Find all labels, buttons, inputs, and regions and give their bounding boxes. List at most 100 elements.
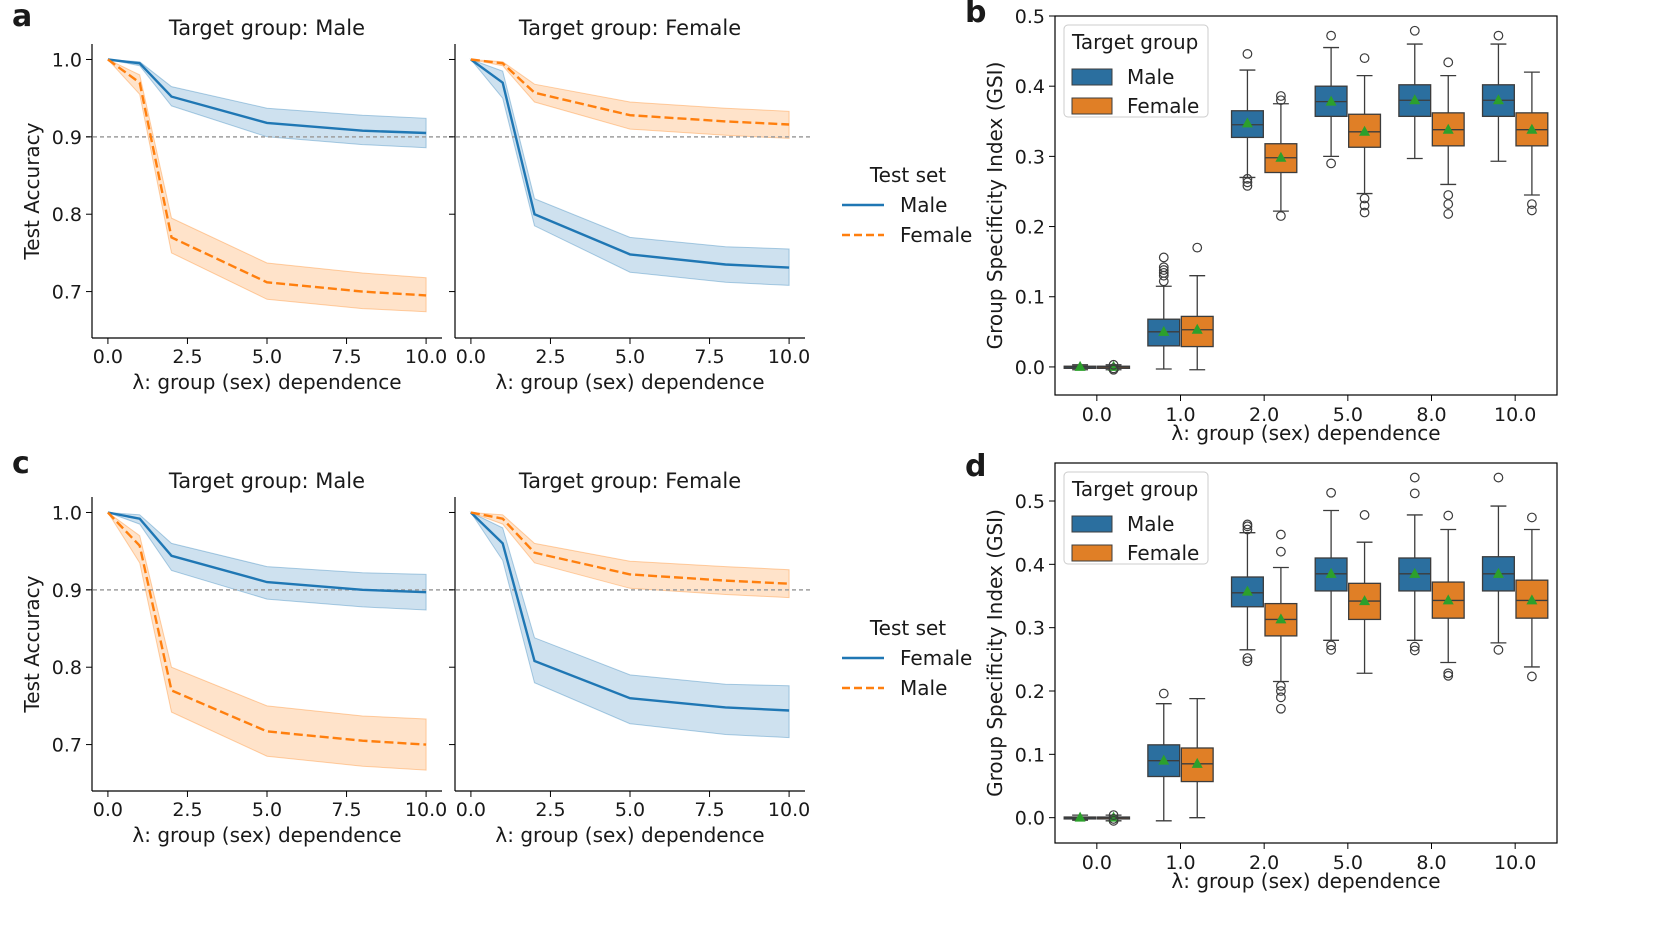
- x-tick-label: 2.5: [535, 799, 565, 821]
- outlier: [1326, 30, 1336, 41]
- legend-label-female: Female: [1127, 541, 1199, 565]
- mean-marker: [1074, 360, 1086, 371]
- panel-letter: d: [965, 449, 986, 484]
- mean-marker: [1275, 151, 1287, 162]
- mean-marker: [1409, 94, 1421, 105]
- y-tick-label: 0.0: [1015, 357, 1045, 379]
- outlier: [1359, 193, 1370, 204]
- x-axis-label: λ: group (sex) dependence: [495, 370, 764, 394]
- x-axis-label: λ: group (sex) dependence: [132, 823, 401, 847]
- legend-label-male: Male: [900, 193, 947, 217]
- mean-marker: [1442, 123, 1454, 134]
- panel-a_male: a Target group: Male 0.0 2.5 5.0 7.5 10.0 1.0 0.…: [12, 0, 448, 394]
- outlier: [1526, 671, 1537, 682]
- outlier: [1108, 359, 1119, 370]
- legend-swatch-female: [1071, 544, 1113, 562]
- x-tick-label: 7.5: [694, 799, 724, 821]
- series-line-male: [107, 58, 427, 135]
- y-tick-label: 0.3: [1015, 618, 1045, 640]
- outlier: [1275, 91, 1286, 101]
- y-tick-label: 0.4: [1015, 554, 1045, 576]
- x-tick-label: 10.0: [405, 346, 447, 368]
- series-line-female: [470, 58, 790, 126]
- mean-marker: [1325, 95, 1337, 106]
- outlier: [1493, 644, 1504, 655]
- outlier: [1275, 211, 1286, 221]
- outlier: [1409, 641, 1420, 652]
- box-female-5.0: [1348, 53, 1382, 218]
- panel-c_male: c Target group: Male 0.0 2.5 5.0 7.5 10.0 1.0 0.…: [12, 446, 448, 847]
- box-male-10.0: [1481, 30, 1515, 162]
- x-tick-label: 5.0: [252, 799, 282, 821]
- outlier: [1359, 200, 1370, 211]
- outlier: [1275, 692, 1286, 703]
- legend-swatch-male: [1071, 68, 1113, 86]
- x-tick-label: 0.0: [93, 799, 123, 821]
- x-tick-label: 7.5: [694, 346, 724, 368]
- outlier: [1359, 53, 1370, 64]
- box-female-8.0: [1431, 57, 1465, 219]
- test-set-legend-top: Test set Male Female: [842, 163, 972, 247]
- x-tick-label: 0.0: [1082, 852, 1112, 874]
- outlier: [1443, 209, 1454, 219]
- outlier: [1158, 688, 1169, 699]
- mean-marker: [1191, 757, 1203, 768]
- panel-b: b 0.0 1.0 2.0 5.0 8.0 10.0 0.5 0.4 0.3 0.2 0.1 0.0 λ:…: [965, 0, 1558, 445]
- outlier: [1443, 668, 1454, 679]
- ci-band-female: [107, 512, 427, 611]
- box-female-0.0: [1097, 359, 1131, 375]
- box-female-10.0: [1515, 71, 1549, 216]
- outlier: [1242, 653, 1253, 663]
- legend-label-female: Female: [900, 646, 972, 670]
- ci-band-male: [470, 512, 790, 599]
- box-female-2.0: [1264, 91, 1298, 221]
- outlier: [1443, 510, 1454, 521]
- y-tick-label: 0.2: [1015, 681, 1045, 703]
- y-tick-label: 0.9: [52, 580, 82, 602]
- x-tick-label: 2.0: [1249, 852, 1279, 874]
- y-tick-label: 0.1: [1015, 287, 1045, 309]
- panel-letter: b: [965, 0, 986, 30]
- mean-marker: [1492, 567, 1504, 578]
- legend: Target group Male Female: [1063, 24, 1209, 118]
- outlier: [1242, 177, 1253, 188]
- box-male-0.0: [1063, 811, 1097, 822]
- ci-band-female: [470, 59, 790, 139]
- outlier: [1158, 267, 1169, 278]
- mean-marker: [1359, 595, 1371, 606]
- panel-d: d 0.0 1.0 2.0 5.0 8.0 10.0 0.5 0.4 0.3 0.2 0.1 0.0 λ:…: [965, 449, 1558, 893]
- outlier: [1443, 57, 1454, 68]
- outlier: [1242, 656, 1253, 667]
- x-tick-label: 0.0: [456, 799, 486, 821]
- outlier: [1409, 645, 1420, 656]
- x-tick-label: 1.0: [1165, 404, 1195, 426]
- legend-frame: [1063, 471, 1209, 565]
- legend-title: Test set: [869, 616, 946, 640]
- box-male-0.0: [1063, 360, 1097, 371]
- box-male-2.0: [1230, 519, 1264, 667]
- outlier: [1326, 487, 1336, 498]
- x-tick-label: 10.0: [405, 799, 447, 821]
- outlier: [1158, 262, 1169, 273]
- y-tick-label: 0.8: [52, 204, 82, 226]
- outlier: [1158, 252, 1169, 263]
- y-tick-label: 0.3: [1015, 146, 1045, 168]
- series-line-female: [470, 511, 790, 712]
- outlier: [1242, 524, 1253, 535]
- panel-c_female: Target group: Female 0.0 2.5 5.0 7.5 10.0λ: g…: [449, 469, 811, 847]
- legend-swatch-male: [1071, 515, 1113, 533]
- outlier: [1326, 158, 1336, 169]
- box-female-1.0: [1180, 697, 1214, 819]
- y-tick-label: 0.5: [1015, 6, 1045, 28]
- series-line-male: [107, 511, 427, 746]
- x-tick-label: 8.0: [1416, 852, 1446, 874]
- panel-title: Target group: Male: [168, 469, 365, 493]
- mean-marker: [1158, 754, 1170, 765]
- axes-frame: [1054, 462, 1558, 844]
- x-tick-label: 10.0: [768, 346, 810, 368]
- y-tick-label: 1.0: [52, 502, 82, 524]
- x-axis-label: λ: group (sex) dependence: [132, 370, 401, 394]
- outlier: [1493, 472, 1504, 483]
- outlier: [1242, 173, 1253, 184]
